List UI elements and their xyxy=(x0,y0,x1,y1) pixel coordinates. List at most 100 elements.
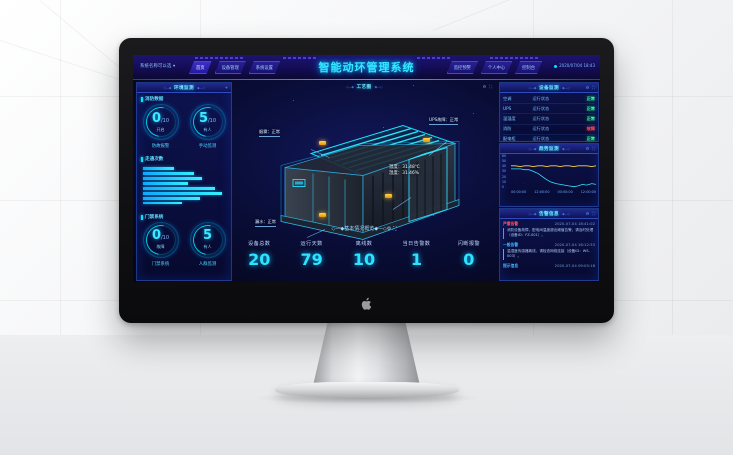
gauge-sublabel: 有人 xyxy=(203,244,212,250)
gauge-label: 人群监测 xyxy=(198,261,217,267)
gauge-value: 0 xyxy=(151,228,161,244)
gauge-value: 0 xyxy=(151,110,161,126)
gauge-manual-monitor[interactable]: 5/10 有人 手动监测 xyxy=(189,104,227,149)
deco-right: ◆—◇ xyxy=(374,84,383,89)
nav-tab-console[interactable]: 控制台 xyxy=(515,61,542,74)
section-title-env: 消防数据 xyxy=(141,96,231,102)
annotation-ups: UPS故障：正常 xyxy=(429,117,459,125)
table-row[interactable]: 空调 运行状态 正常 xyxy=(503,94,595,105)
gear-icon[interactable]: ⚙ xyxy=(482,84,487,89)
annotation-leak-text: 漏水：正常 xyxy=(255,219,276,224)
gear-icon[interactable]: ⚙ xyxy=(585,146,590,151)
deco-left: ◇—◆ xyxy=(163,85,171,90)
section-title-door: 门禁系统 xyxy=(141,214,231,220)
device-state: 运行状态 xyxy=(532,126,550,132)
deco-dots xyxy=(283,57,316,59)
deco-left: ◇—◆ xyxy=(331,225,345,232)
gauge-ring: 0/10 开启 xyxy=(142,104,179,140)
gauge-crowd-monitor[interactable]: 5 有人 人群监测 xyxy=(189,221,227,267)
section-title-passcount: 走通次数 xyxy=(141,156,231,162)
clock: 2020/07/04 18:43 xyxy=(554,63,595,68)
nav-tab-device-management[interactable]: 设备管理 xyxy=(215,61,246,74)
nav-tab-monitor-alarm[interactable]: 监控预警 xyxy=(447,61,478,74)
device-status-tools: ⚙ ⛶ xyxy=(586,85,595,90)
expand-icon[interactable]: ⛶ xyxy=(592,85,595,90)
nav-tab-user-center[interactable]: 个人中心 xyxy=(481,61,512,74)
gauge-group-bottom: 0/10 故障 门禁系统 5 xyxy=(137,221,231,267)
gauge-door-system[interactable]: 0/10 故障 门禁系统 xyxy=(142,221,180,267)
monitor-neck-wrap xyxy=(277,322,457,394)
gauge-denominator: /10 xyxy=(208,117,217,124)
gauge-fire-alarm[interactable]: 0/10 开启 防故报警 xyxy=(142,104,180,149)
expand-icon[interactable]: ⛶ xyxy=(489,84,492,89)
gauge-ring: 5 有人 xyxy=(189,221,226,258)
nav-tab-home[interactable]: 首页 xyxy=(189,61,212,74)
apple-logo-icon xyxy=(361,297,371,310)
expand-icon[interactable]: ⛶ xyxy=(592,211,595,216)
list-item[interactable]: 严重告警 2020-07-04 18:41:02 消防设备故障，配电间温度超出阈… xyxy=(503,221,595,239)
device-state: 运行状态 xyxy=(532,105,550,111)
expand-icon[interactable]: ⛶ xyxy=(392,225,397,232)
clock-icon xyxy=(554,64,558,68)
system-selector[interactable]: 系统名称可以选 ▾ xyxy=(140,64,176,69)
trend-x-axis: 00:00:00 12:00:00 00:00:00 12:00:00 xyxy=(502,190,596,197)
hotspot-ups[interactable] xyxy=(423,138,430,142)
bar-item xyxy=(143,181,189,185)
gear-icon[interactable]: ⚙ xyxy=(386,225,392,232)
container-3d-model xyxy=(280,124,460,240)
list-item[interactable]: 一般告警 2020-07-04 16:12:33 温湿度传感器离线，请检查网络连… xyxy=(503,242,595,260)
stat-value: 10 xyxy=(352,250,376,269)
deco-dots xyxy=(490,57,538,59)
deco-dots xyxy=(195,57,243,59)
stat-value: 1 xyxy=(410,250,422,269)
page-title: 智能动环管理系统 xyxy=(318,61,415,74)
table-row[interactable]: UPS 运行状态 正常 xyxy=(503,104,595,115)
status-badge: 正常 xyxy=(586,115,595,121)
hotspot-smoke[interactable] xyxy=(319,141,326,145)
nav-left-group: 首页 设备管理 系统设置 xyxy=(189,61,280,74)
list-item[interactable]: 提示信息 2020-07-04 09:05:18 xyxy=(503,263,595,269)
trend-chart-svg xyxy=(511,165,596,188)
deco-left: ◇—◆ xyxy=(528,211,536,216)
alarm-panel: ◇—◆ 告警信息 ◆—◇ ⚙ ⛶ 严重告警 2020-07-04 18:41:0 xyxy=(499,208,599,281)
stat-offline-count: 离线数 10 xyxy=(338,233,390,279)
y-tick: 60 xyxy=(502,154,507,158)
alarm-meta: 一般告警 2020-07-04 16:12:33 xyxy=(503,242,595,248)
hotspot-leak[interactable] xyxy=(319,213,326,217)
status-badge: 正常 xyxy=(586,105,595,111)
alarm-title: 告警信息 xyxy=(539,211,559,217)
hotspot-temp-hum[interactable] xyxy=(385,194,392,198)
table-row[interactable]: 温湿度 运行状态 正常 xyxy=(503,114,595,125)
gauge-value: 5 xyxy=(198,110,208,126)
series-temperature xyxy=(511,165,596,168)
center-panel-tools: ⚙ ⛶ xyxy=(483,84,492,89)
gear-icon[interactable]: ⚙ xyxy=(585,85,590,90)
readout-temperature: 温度：31.48℃ xyxy=(389,165,420,170)
monitor-base xyxy=(274,382,459,398)
wall-line xyxy=(60,0,61,455)
table-row[interactable]: 消防 运行状态 故障 xyxy=(503,125,595,135)
stat-today-alarms: 当日告警数 1 xyxy=(390,233,442,279)
trend-chart: 60 50 40 30 20 10 0 xyxy=(502,154,596,197)
deco-left: ◇—◆ xyxy=(528,146,536,151)
gauge-denominator: /10 xyxy=(161,235,170,242)
center-footer-tools: ⚙ ⛶ xyxy=(387,226,397,232)
device-state: 运行状态 xyxy=(532,115,550,121)
bar-item xyxy=(143,186,216,190)
stat-label: 设备总数 xyxy=(248,241,271,247)
add-icon[interactable]: + xyxy=(224,85,228,90)
gauge-sublabel: 开启 xyxy=(156,126,165,132)
device-name: 空调 xyxy=(503,95,512,101)
table-row[interactable]: 配电柜 运行状态 正常 xyxy=(503,135,595,144)
expand-icon[interactable]: ⛶ xyxy=(592,146,595,151)
stat-value: 79 xyxy=(300,250,323,269)
gear-icon[interactable]: ⚙ xyxy=(585,211,590,216)
annotation-ups-text: UPS故障：正常 xyxy=(429,117,459,122)
clock-text: 2020/07/04 18:43 xyxy=(559,63,595,68)
x-tick: 00:00:00 xyxy=(557,190,573,194)
readout-temp-humidity: 温度：31.48℃ 湿度：31.46% xyxy=(389,165,420,178)
nav-tab-system-settings[interactable]: 系统设置 xyxy=(249,61,280,74)
device-name: 消防 xyxy=(503,126,512,132)
gauge-ring: 0/10 故障 xyxy=(142,221,179,258)
